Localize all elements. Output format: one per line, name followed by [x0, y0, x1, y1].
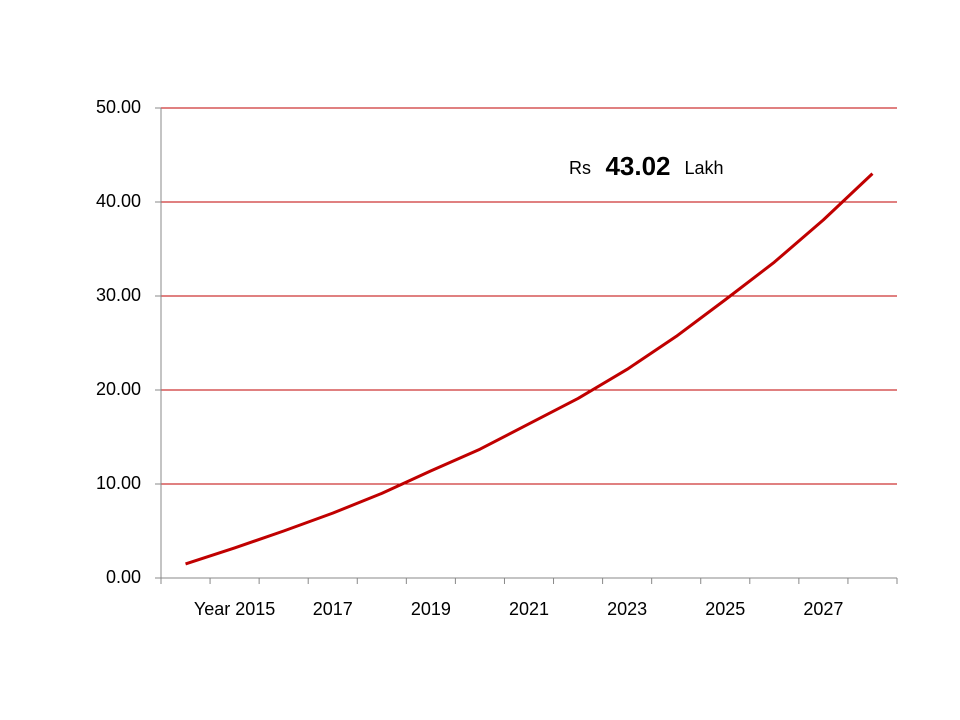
- line-series: [185, 172, 874, 566]
- y-tick-label: 50.00: [96, 97, 141, 117]
- x-tick-label: 2027: [803, 599, 843, 619]
- x-tick-label: 2017: [313, 599, 353, 619]
- annotation-suffix: Lakh: [684, 158, 723, 178]
- y-tick-label: 40.00: [96, 191, 141, 211]
- y-tick-label: 30.00: [96, 285, 141, 305]
- x-tick-label: 2019: [411, 599, 451, 619]
- annotation-value: 43.02: [605, 151, 670, 181]
- y-tick-label: 10.00: [96, 473, 141, 493]
- x-tick-label: 2025: [705, 599, 745, 619]
- y-tick-label: 20.00: [96, 379, 141, 399]
- x-tick-label: 2023: [607, 599, 647, 619]
- x-tick-label: Year 2015: [194, 599, 275, 619]
- y-tick-label: 0.00: [106, 567, 141, 587]
- annotation-prefix: Rs: [569, 158, 591, 178]
- x-tick-label: 2021: [509, 599, 549, 619]
